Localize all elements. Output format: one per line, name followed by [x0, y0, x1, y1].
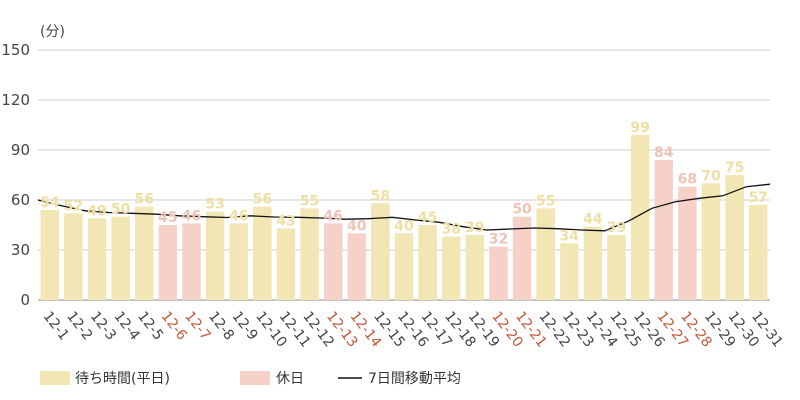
y-tick-label: 0 — [20, 291, 30, 309]
bar-value-label: 46 — [323, 208, 342, 224]
bars — [40, 135, 768, 300]
weekday-bar — [441, 236, 461, 300]
bar-value-label: 32 — [489, 232, 508, 248]
legend: 待ち時間(平日) 休日 7日間移動平均 — [40, 371, 461, 387]
x-axis-labels: 12-112-212-312-412-512-612-712-812-912-1… — [40, 309, 786, 351]
weekday-bar — [111, 216, 130, 300]
y-tick-label: 150 — [1, 41, 30, 59]
x-tick-label: 12-7 — [181, 309, 213, 344]
holiday-bar — [182, 223, 201, 300]
bar-value-label: 45 — [418, 210, 437, 226]
weekday-bar — [205, 211, 225, 300]
holiday-bar — [654, 160, 673, 300]
weekday-bar — [40, 210, 60, 300]
weekday-bar — [300, 208, 319, 300]
weekday-bar — [560, 243, 579, 300]
bar-value-label: 55 — [536, 193, 555, 209]
x-tick-label: 12-9 — [229, 309, 261, 344]
bar-value-label: 52 — [64, 198, 83, 214]
bar-value-label: 46 — [229, 208, 248, 224]
bar-value-label: 70 — [701, 168, 721, 184]
y-tick-label: 120 — [1, 91, 30, 109]
weekday-bar — [394, 233, 414, 300]
legend-weekday-label: 待ち時間(平日) — [75, 371, 170, 387]
bar-value-label: 53 — [205, 197, 224, 213]
legend-moving-average-label: 7日間移動平均 — [368, 371, 461, 387]
bar-value-label: 50 — [111, 202, 131, 218]
y-tick-label: 60 — [11, 191, 30, 209]
legend-holiday-label: 休日 — [276, 371, 304, 387]
holiday-bar — [512, 216, 532, 300]
weekday-bar — [87, 218, 107, 300]
bar-value-label: 49 — [87, 203, 106, 219]
holiday-bar — [678, 186, 697, 300]
bar-value-label: 75 — [725, 160, 744, 176]
bar-value-label: 55 — [300, 193, 319, 209]
weekday-bar — [725, 175, 744, 300]
bar-value-label: 99 — [630, 120, 649, 136]
moving-average-line — [37, 183, 771, 232]
holiday-bar — [158, 225, 178, 300]
weekday-bar — [536, 208, 555, 300]
holiday-bar — [323, 223, 343, 300]
holiday-bar — [489, 246, 508, 300]
bar-value-label: 46 — [182, 208, 201, 224]
bar-value-label: 84 — [654, 145, 674, 161]
bar-value-label: 44 — [583, 212, 603, 228]
bar-value-label: 54 — [40, 195, 60, 211]
bar-value-label: 43 — [276, 213, 295, 229]
y-tick-label: 30 — [11, 241, 30, 259]
bar-value-label: 50 — [512, 202, 532, 218]
bar-value-label: 39 — [465, 220, 484, 236]
legend-weekday-swatch — [40, 371, 70, 385]
weekday-bar — [135, 206, 154, 300]
bar-value-label: 40 — [394, 218, 414, 234]
y-tick-label: 90 — [11, 141, 30, 159]
bar-value-label: 40 — [347, 218, 367, 234]
bar-value-label: 39 — [607, 220, 626, 236]
bar-value-label: 56 — [253, 192, 272, 208]
weekday-bar — [465, 235, 485, 300]
x-tick-label: 12-2 — [63, 309, 95, 344]
y-axis-ticks: 0 30 60 90 120 150 — [1, 41, 30, 309]
x-tick-label: 12-4 — [110, 309, 142, 344]
bar-value-label: 56 — [135, 192, 154, 208]
weekday-bar — [64, 213, 83, 300]
bar-value-label: 38 — [441, 222, 460, 238]
weekday-bar — [276, 228, 296, 300]
x-tick-label: 12-1 — [40, 309, 72, 344]
holiday-bar — [347, 233, 367, 300]
legend-holiday-swatch — [240, 371, 270, 385]
weekday-bar — [583, 226, 603, 300]
bar-value-label: 45 — [158, 210, 177, 226]
bar-value-label: 34 — [560, 228, 580, 244]
weekday-bar — [701, 183, 721, 300]
weekday-bar — [630, 135, 650, 300]
x-tick-label: 12-6 — [158, 309, 190, 344]
weekday-bar — [607, 235, 626, 300]
x-tick-label: 12-3 — [87, 309, 119, 344]
bar-value-label: 57 — [748, 190, 767, 206]
weekday-bar — [253, 206, 272, 300]
weekday-bar — [229, 223, 248, 300]
moving-average-layer — [37, 183, 771, 232]
y-axis-unit-label: (分) — [40, 24, 65, 40]
weekday-bar — [418, 225, 437, 300]
bar-value-label: 58 — [371, 188, 390, 204]
bar-value-label: 68 — [678, 172, 697, 188]
x-tick-label: 12-8 — [205, 309, 237, 344]
weekday-bar — [748, 205, 768, 300]
weekday-bar — [371, 203, 390, 300]
x-tick-label: 12-5 — [134, 309, 166, 344]
